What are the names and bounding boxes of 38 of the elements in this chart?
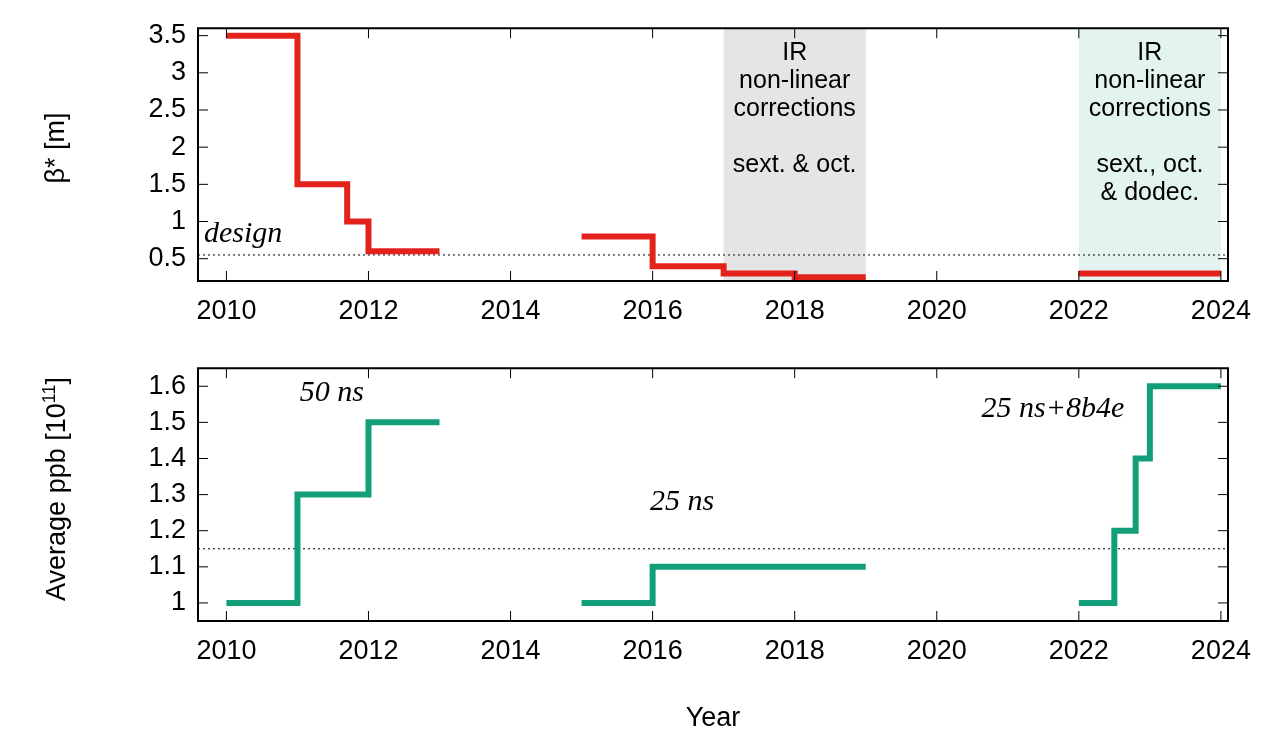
x-tick-label: 2020 bbox=[906, 634, 967, 665]
y-tick-label: 1.3 bbox=[148, 478, 186, 509]
band-label: IR non-linear corrections sext. & oct. bbox=[732, 36, 857, 177]
y-tick-label: 2 bbox=[170, 130, 186, 161]
x-tick-label: 2018 bbox=[764, 634, 825, 665]
x-tick-label: 2018 bbox=[764, 294, 825, 325]
y-tick-label: 1.6 bbox=[148, 369, 186, 400]
annotation: 25 ns+8b4e bbox=[981, 389, 1125, 423]
x-tick-label: 2010 bbox=[196, 634, 257, 665]
x-tick-label: 2012 bbox=[338, 634, 399, 665]
x-tick-label: 2020 bbox=[906, 294, 967, 325]
y-tick-label: 1.1 bbox=[148, 550, 186, 581]
y-tick-label: 3.5 bbox=[148, 19, 186, 50]
y-tick-label: 1.4 bbox=[148, 441, 186, 472]
ref-line-label: design bbox=[204, 214, 283, 248]
x-tick-label: 2024 bbox=[1190, 634, 1251, 665]
annotation: 25 ns bbox=[650, 483, 715, 517]
x-tick-label: 2016 bbox=[622, 294, 683, 325]
x-tick-label: 2010 bbox=[196, 294, 257, 325]
x-tick-label: 2022 bbox=[1048, 294, 1109, 325]
x-tick-label: 2022 bbox=[1048, 634, 1109, 665]
x-tick-label: 2014 bbox=[480, 634, 541, 665]
y-tick-label: 1.5 bbox=[148, 405, 186, 436]
x-axis-title: Year bbox=[685, 702, 741, 733]
x-tick-label: 2016 bbox=[622, 634, 683, 665]
y-tick-label: 0.5 bbox=[148, 242, 186, 273]
x-tick-label: 2024 bbox=[1190, 294, 1251, 325]
band-label: IR non-linear corrections sext., oct. & dodec. bbox=[1088, 36, 1211, 205]
y-tick-label: 1.2 bbox=[148, 514, 186, 545]
y-tick-label: 3 bbox=[170, 56, 186, 87]
x-tick-label: 2012 bbox=[338, 294, 399, 325]
y-tick-label: 1 bbox=[170, 586, 186, 617]
annotation: 50 ns bbox=[299, 374, 364, 408]
x-tick-label: 2014 bbox=[480, 294, 541, 325]
y-tick-label: 2.5 bbox=[148, 93, 186, 124]
y-axis-title: β* [m] bbox=[39, 111, 71, 184]
y-tick-label: 1 bbox=[170, 204, 186, 235]
y-tick-label: 1.5 bbox=[148, 167, 186, 198]
